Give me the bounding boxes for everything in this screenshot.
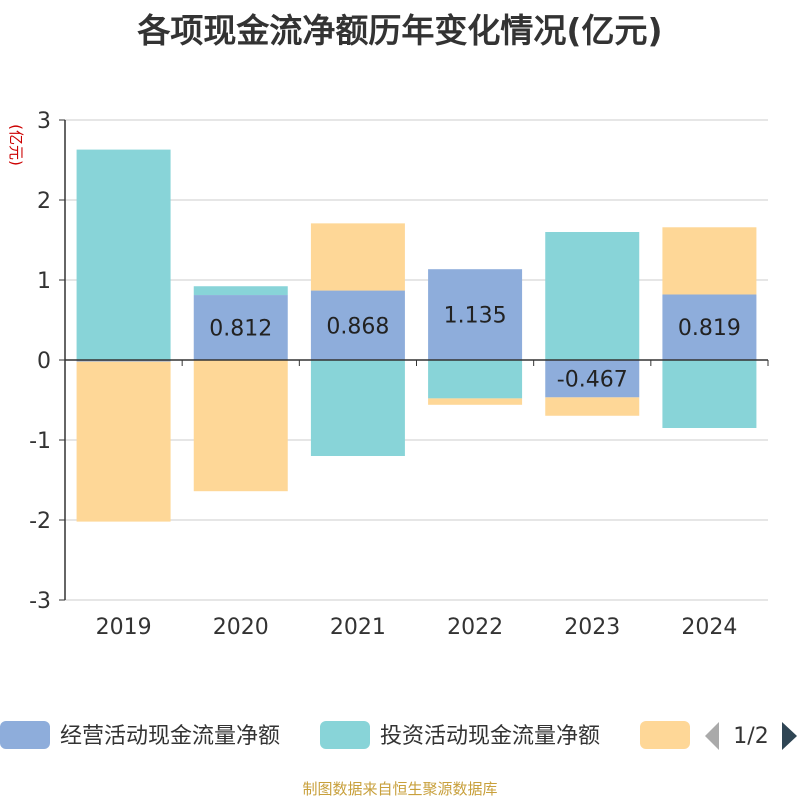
y-tick-label: -1 [29,429,51,454]
y-tick-label: 2 [37,189,51,214]
data-label: 0.819 [678,316,741,341]
legend-page-indicator: 1/2 [733,724,768,749]
data-label: -0.467 [557,368,628,393]
bar-investing-2021[interactable] [310,360,405,456]
x-tick-label: 2020 [213,615,269,640]
bar-operating-2021[interactable] [310,290,405,360]
y-tick-label: 0 [37,349,51,374]
bar-investing-2023[interactable] [545,232,640,360]
x-tick-label: 2023 [564,615,620,640]
bar-financing-2020[interactable] [193,360,288,492]
data-label: 0.868 [326,314,389,339]
bar-investing-2020[interactable] [193,286,288,296]
legend-label[interactable]: 投资活动现金流量净额 [380,724,600,749]
bar-financing-2022[interactable] [428,398,523,405]
bar-financing-2024[interactable] [662,227,757,295]
bar-operating-2019[interactable] [76,360,171,362]
next-page-icon[interactable] [782,722,797,750]
bar-operating-2022[interactable] [428,269,523,360]
bar-financing-2021[interactable] [310,223,405,291]
x-tick-label: 2021 [330,615,386,640]
legend-swatch-operating[interactable] [0,721,50,749]
x-tick-label: 2022 [447,615,503,640]
legend-swatch-financing[interactable] [640,721,690,749]
legend-swatch-investing[interactable] [320,721,370,749]
bar-financing-2019[interactable] [76,361,171,522]
y-tick-label: 1 [37,269,51,294]
y-tick-label: 3 [37,109,51,134]
chart-title: 各项现金流净额历年变化情况(亿元) [137,11,663,50]
bar-operating-2020[interactable] [193,295,288,360]
y-tick-label: -3 [29,589,51,614]
bar-investing-2022[interactable] [428,360,523,399]
bar-operating-2024[interactable] [662,294,757,360]
x-tick-label: 2019 [96,615,152,640]
bar-investing-2024[interactable] [662,360,757,428]
bar-financing-2023[interactable] [545,397,640,416]
legend-label[interactable]: 经营活动现金流量净额 [60,724,280,749]
data-label: 0.812 [209,317,272,342]
y-axis-label: (亿元) [7,124,25,166]
data-label: 1.135 [444,304,507,329]
data-source-note: 制图数据来自恒生聚源数据库 [302,780,498,798]
bar-investing-2019[interactable] [76,149,171,360]
bar-operating-2023[interactable] [545,360,640,398]
prev-page-icon[interactable] [705,722,719,750]
y-tick-label: -2 [29,509,51,534]
x-tick-label: 2024 [681,615,737,640]
